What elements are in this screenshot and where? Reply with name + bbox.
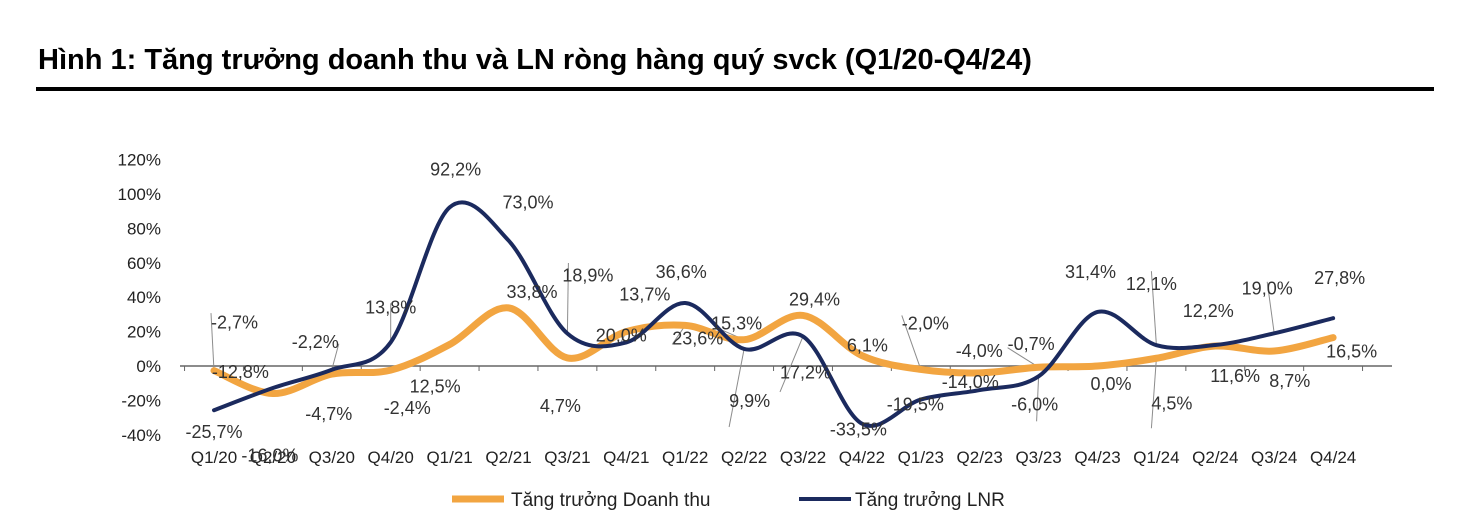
leader-line bbox=[728, 348, 745, 428]
data-labels: -2,7% -16,0% -4,7% -2,4%12,5% 33,8% 4,7% 20,0%… bbox=[185, 159, 1377, 465]
data-label-revenue: 23,6% bbox=[672, 328, 723, 348]
y-tick-label: 20% bbox=[127, 323, 161, 342]
data-label-revenue: 8,7% bbox=[1269, 371, 1310, 391]
data-label-profit: 27,8% bbox=[1314, 268, 1365, 288]
series-line-profit bbox=[212, 200, 1336, 428]
leader-lines bbox=[210, 262, 1275, 429]
leader-line bbox=[1150, 271, 1157, 346]
data-label-revenue: 33,8% bbox=[507, 282, 558, 302]
leader-line bbox=[901, 315, 922, 370]
y-tick-label: 60% bbox=[127, 254, 161, 273]
x-tick-label: Q3/23 bbox=[1015, 448, 1061, 467]
x-tick-label: Q1/20 bbox=[191, 448, 237, 467]
data-label-revenue: 0,0% bbox=[1091, 374, 1132, 394]
x-tick-label: Q2/21 bbox=[485, 448, 531, 467]
data-label-revenue: -4,7% bbox=[305, 404, 352, 424]
legend: Tăng trưởng Doanh thu Tăng trưởng LNR bbox=[452, 490, 1005, 511]
data-label-revenue: 20,0% bbox=[596, 326, 647, 346]
x-tick-label: Q1/22 bbox=[662, 448, 708, 467]
data-label-revenue: 16,5% bbox=[1326, 342, 1377, 362]
leader-line bbox=[1007, 347, 1039, 368]
x-tick-label: Q3/20 bbox=[309, 448, 355, 467]
data-label-profit: -25,7% bbox=[185, 422, 242, 442]
y-tick-label: 80% bbox=[127, 219, 161, 238]
data-label-revenue: 6,1% bbox=[847, 336, 888, 356]
x-tick-label: Q2/22 bbox=[721, 448, 767, 467]
data-label-revenue: -2,7% bbox=[211, 313, 258, 333]
data-label-profit: -6,0% bbox=[1011, 394, 1058, 414]
x-tick-label: Q4/24 bbox=[1310, 448, 1356, 467]
x-tick-label: Q3/24 bbox=[1251, 448, 1297, 467]
data-label-revenue: -2,0% bbox=[902, 313, 949, 333]
data-label-revenue: -0,7% bbox=[1008, 334, 1055, 354]
data-label-profit: 13,8% bbox=[365, 297, 416, 317]
series-line-revenue bbox=[210, 304, 1337, 398]
data-label-profit: -33,5% bbox=[830, 420, 887, 440]
data-label-revenue: 11,6% bbox=[1210, 366, 1260, 386]
series-layer bbox=[210, 200, 1337, 428]
x-tick-label: Q2/20 bbox=[250, 448, 296, 467]
x-tick-label: Q4/22 bbox=[839, 448, 885, 467]
data-label-profit: -12,8% bbox=[212, 362, 269, 382]
x-tick-label: Q3/21 bbox=[544, 448, 590, 467]
x-tick-label: Q4/21 bbox=[603, 448, 649, 467]
data-label-profit: -14,0% bbox=[942, 372, 999, 392]
y-tick-label: 120% bbox=[118, 151, 161, 170]
y-tick-label: 100% bbox=[118, 185, 161, 204]
data-label-profit: 18,9% bbox=[562, 265, 613, 285]
legend-label-revenue: Tăng trưởng Doanh thu bbox=[511, 490, 710, 511]
data-label-profit: 9,9% bbox=[729, 391, 770, 411]
y-tick-label: 40% bbox=[127, 288, 161, 307]
legend-label-profit: Tăng trưởng LNR bbox=[855, 490, 1005, 511]
y-tick-label: -20% bbox=[121, 391, 161, 410]
x-tick-label: Q1/24 bbox=[1133, 448, 1179, 467]
data-label-profit: 17,2% bbox=[780, 362, 831, 382]
data-label-profit: 13,7% bbox=[619, 284, 670, 304]
data-label-revenue: 4,7% bbox=[540, 396, 581, 416]
data-label-profit: -19,5% bbox=[887, 395, 944, 415]
leader-line bbox=[210, 313, 215, 371]
x-tick-label: Q1/21 bbox=[426, 448, 472, 467]
data-label-revenue: 12,5% bbox=[410, 377, 461, 397]
data-label-profit: 12,1% bbox=[1126, 274, 1177, 294]
x-tick-label: Q2/23 bbox=[957, 448, 1003, 467]
data-label-revenue: 4,5% bbox=[1151, 393, 1192, 413]
data-label-profit: 36,6% bbox=[656, 262, 707, 282]
data-label-profit: -2,2% bbox=[292, 332, 339, 352]
leader-line bbox=[1036, 376, 1040, 422]
x-tick-label: Q3/22 bbox=[780, 448, 826, 467]
leader-line bbox=[566, 262, 569, 334]
leader-line bbox=[331, 343, 340, 370]
data-label-profit: 92,2% bbox=[430, 159, 481, 179]
data-label-profit: 19,0% bbox=[1242, 278, 1293, 298]
title-underline bbox=[36, 87, 1434, 91]
data-label-profit: 12,2% bbox=[1183, 301, 1234, 321]
x-tick-label: Q2/24 bbox=[1192, 448, 1238, 467]
data-label-revenue: 15,3% bbox=[711, 314, 762, 334]
leader-line bbox=[1150, 358, 1157, 429]
x-tick-label: Q4/20 bbox=[368, 448, 414, 467]
data-label-revenue: -2,4% bbox=[384, 398, 431, 418]
data-label-revenue: -16,0% bbox=[241, 446, 298, 466]
y-tick-label: 0% bbox=[136, 357, 161, 376]
leader-line bbox=[779, 336, 804, 393]
y-tick-label: -40% bbox=[121, 426, 161, 445]
leader-line bbox=[1266, 281, 1275, 334]
data-label-revenue: 29,4% bbox=[789, 289, 840, 309]
x-tick-label: Q4/23 bbox=[1074, 448, 1120, 467]
axis-layer: -40% -20% 0% 20% 40% 60% 80% 100% 120% Q1/20 Q2/20… bbox=[118, 151, 1392, 467]
data-label-profit: 31,4% bbox=[1065, 262, 1116, 282]
data-label-revenue: -4,0% bbox=[956, 341, 1003, 361]
data-label-profit: 73,0% bbox=[503, 192, 554, 212]
x-tick-label: Q1/23 bbox=[898, 448, 944, 467]
figure-title: Hình 1: Tăng trưởng doanh thu và LN ròng… bbox=[38, 44, 1032, 76]
